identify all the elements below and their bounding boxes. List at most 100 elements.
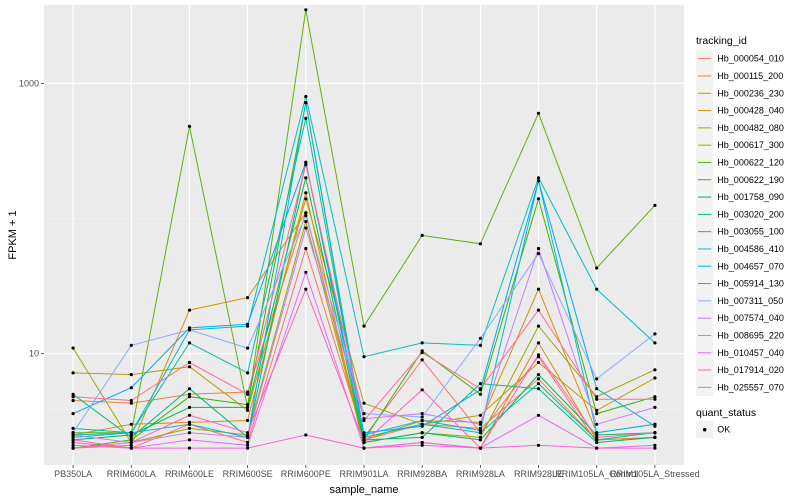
data-point xyxy=(595,395,599,399)
data-point xyxy=(478,343,482,347)
data-point xyxy=(304,211,308,215)
data-point xyxy=(129,401,133,405)
legend: tracking_id Hb_000054_010Hb_000115_200Hb… xyxy=(696,35,784,439)
data-point xyxy=(478,413,482,417)
legend-label: Hb_000054_010 xyxy=(717,54,784,64)
data-point xyxy=(536,179,541,183)
data-point xyxy=(595,266,599,270)
data-point xyxy=(536,382,541,386)
data-point xyxy=(536,341,541,345)
data-point xyxy=(187,392,192,396)
data-point xyxy=(653,446,657,450)
data-point xyxy=(71,431,75,435)
data-point xyxy=(304,197,308,201)
x-tick-label: RRIM600PE xyxy=(281,469,331,479)
data-point xyxy=(246,435,250,439)
data-point xyxy=(187,387,192,391)
data-point xyxy=(187,395,192,399)
data-point xyxy=(536,111,541,115)
data-point xyxy=(362,446,366,450)
data-point xyxy=(71,435,75,439)
data-point xyxy=(71,395,75,399)
data-point xyxy=(362,433,366,437)
legend-label: Hb_008695_220 xyxy=(717,330,784,340)
data-point xyxy=(478,431,482,435)
data-point xyxy=(71,446,75,450)
data-point xyxy=(536,197,541,201)
data-point xyxy=(129,398,133,403)
data-point xyxy=(653,443,657,447)
data-point xyxy=(478,336,482,340)
data-point xyxy=(187,413,192,417)
data-point xyxy=(304,8,308,12)
data-point xyxy=(536,308,541,312)
data-point xyxy=(246,431,250,435)
data-point xyxy=(129,422,133,426)
data-point xyxy=(653,405,657,409)
data-point xyxy=(187,438,192,442)
data-point xyxy=(478,392,482,396)
data-point xyxy=(362,355,366,359)
data-point xyxy=(595,408,599,412)
data-point xyxy=(362,412,366,416)
data-point xyxy=(420,415,424,419)
data-point xyxy=(595,422,599,426)
data-point xyxy=(595,440,599,445)
data-point xyxy=(536,387,541,391)
data-point xyxy=(536,287,541,291)
data-point xyxy=(420,418,424,423)
data-point xyxy=(187,365,192,369)
data-point xyxy=(595,431,599,435)
data-point xyxy=(187,405,192,409)
x-tick-label: PB350LA xyxy=(54,469,92,479)
data-point xyxy=(129,386,133,390)
legend-label: Hb_025557_070 xyxy=(717,382,784,392)
legend-label: Hb_000428_040 xyxy=(717,106,784,116)
legend-status-point xyxy=(702,427,707,432)
data-point xyxy=(420,350,424,355)
x-tick-label: RRIM901LA xyxy=(339,469,388,479)
legend-label: Hb_000482_080 xyxy=(717,123,784,133)
data-point xyxy=(129,440,133,445)
data-point xyxy=(129,443,133,447)
data-point xyxy=(71,371,75,375)
data-point xyxy=(246,296,250,300)
data-point xyxy=(129,446,133,450)
data-point xyxy=(595,397,599,401)
x-tick-label: RRIM928LE xyxy=(514,469,563,479)
legend-label: Hb_003020_200 xyxy=(717,209,784,219)
data-point xyxy=(653,424,657,428)
legend-label: Hb_000236_230 xyxy=(717,88,784,98)
x-tick-label: RRIM928BA xyxy=(397,469,447,479)
data-point xyxy=(304,226,308,230)
data-point xyxy=(71,443,75,447)
data-point xyxy=(420,388,424,392)
data-point xyxy=(187,341,192,345)
data-point xyxy=(536,377,541,381)
data-point xyxy=(420,233,424,237)
data-point xyxy=(536,176,541,180)
data-point xyxy=(304,163,308,167)
data-point xyxy=(595,446,599,450)
data-point xyxy=(653,368,657,372)
data-point xyxy=(304,214,308,218)
legend-items: Hb_000054_010 Hb_000115_200 Hb_000236_230 H… xyxy=(696,50,784,396)
data-point xyxy=(536,324,541,328)
data-point xyxy=(478,438,482,442)
data-point xyxy=(420,443,424,447)
data-point xyxy=(129,438,133,442)
data-point xyxy=(246,405,250,409)
data-point xyxy=(129,373,133,377)
data-point xyxy=(478,242,482,246)
data-point xyxy=(536,373,541,377)
legend-status-label: OK xyxy=(717,425,730,435)
legend-label: Hb_005914_130 xyxy=(717,279,784,289)
data-point xyxy=(420,440,424,445)
data-point xyxy=(595,433,599,437)
data-point xyxy=(304,219,308,224)
data-point xyxy=(653,332,657,336)
x-tick-label: RRIM105LA_Control xyxy=(555,469,638,479)
data-point xyxy=(478,435,482,439)
data-point xyxy=(246,418,250,423)
legend-label: Hb_001758_090 xyxy=(717,192,784,202)
